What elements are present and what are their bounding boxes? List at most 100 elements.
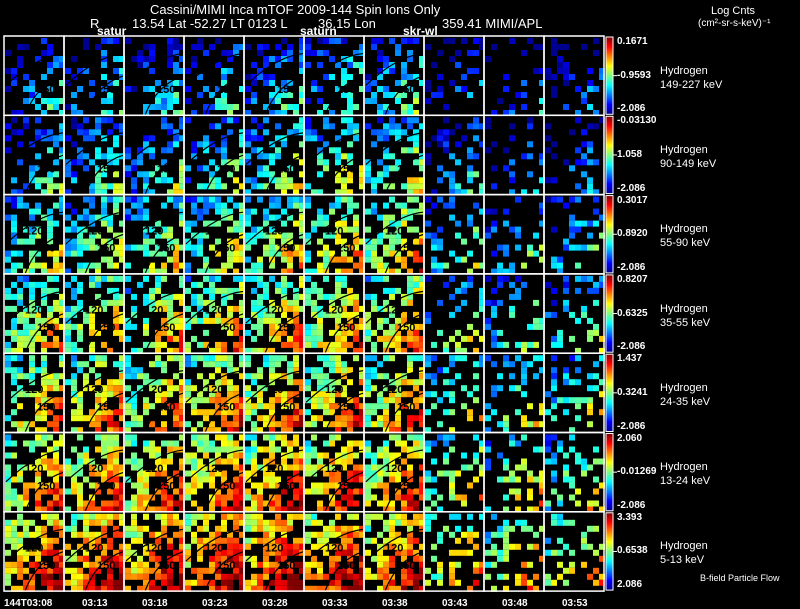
- heatmap-cell: [41, 506, 47, 513]
- heatmap-cell: [209, 196, 215, 203]
- heatmap-cell: [413, 141, 419, 148]
- heatmap-cell: [395, 165, 401, 172]
- heatmap-cell: [47, 488, 53, 495]
- heatmap-cell: [407, 250, 413, 257]
- heatmap-cell: [521, 458, 527, 465]
- heatmap-cell: [251, 513, 257, 520]
- heatmap-cell: [179, 159, 185, 166]
- heatmap-cell: [239, 579, 245, 586]
- heatmap-cell: [593, 281, 599, 288]
- heatmap-cell: [137, 537, 143, 544]
- heatmap-cell: [281, 579, 287, 586]
- heatmap-cell: [71, 488, 77, 495]
- heatmap-cell: [131, 421, 137, 428]
- heatmap-cell: [587, 385, 593, 392]
- heatmap-cell: [383, 262, 389, 269]
- heatmap-cell: [599, 458, 605, 465]
- heatmap-cell: [227, 238, 233, 245]
- heatmap-cell: [431, 256, 437, 263]
- heatmap-cell: [197, 281, 203, 288]
- heatmap-cell: [71, 141, 77, 148]
- heatmap-cell: [329, 361, 335, 368]
- heatmap-cell: [275, 329, 281, 336]
- heatmap-cell: [269, 250, 275, 257]
- heatmap-cell: [233, 427, 239, 434]
- heatmap-cell: [191, 385, 197, 392]
- heatmap-cell: [137, 147, 143, 154]
- heatmap-cell: [137, 476, 143, 483]
- heatmap-cell: [101, 440, 107, 447]
- heatmap-cell: [335, 403, 341, 410]
- contour-label-120: 120: [385, 305, 403, 317]
- heatmap-cell: [89, 311, 95, 318]
- heatmap-cell: [41, 323, 47, 330]
- heatmap-cell: [437, 494, 443, 501]
- heatmap-cell: [539, 68, 545, 74]
- heatmap-cell: [575, 347, 581, 354]
- heatmap-cell: [23, 567, 29, 574]
- heatmap-cell: [275, 579, 281, 586]
- heatmap-cell: [71, 74, 77, 80]
- heatmap-cell: [239, 44, 245, 50]
- heatmap-cell: [401, 147, 407, 154]
- heatmap-cell: [341, 335, 347, 342]
- heatmap-cell: [335, 549, 341, 556]
- heatmap-cell: [323, 104, 329, 110]
- heatmap-cell: [53, 373, 59, 380]
- heatmap-cell: [509, 110, 515, 116]
- heatmap-cell: [389, 525, 395, 532]
- heatmap-cell: [29, 171, 35, 178]
- heatmap-cell: [401, 74, 407, 80]
- heatmap-cell: [191, 202, 197, 209]
- heatmap-cell: [455, 470, 461, 477]
- heatmap-cell: [353, 50, 359, 56]
- heatmap-cell: [539, 44, 545, 50]
- heatmap-cell: [401, 262, 407, 269]
- heatmap-cell: [401, 458, 407, 465]
- heatmap-cell: [197, 250, 203, 257]
- heatmap-cell: [65, 323, 71, 330]
- heatmap-cell: [41, 440, 47, 447]
- heatmap-cell: [155, 275, 161, 282]
- heatmap-cell: [293, 183, 299, 190]
- heatmap-cell: [443, 470, 449, 477]
- heatmap-cell: [227, 367, 233, 374]
- heatmap-cell: [305, 488, 311, 495]
- heatmap-cell: [353, 244, 359, 251]
- heatmap-cell: [467, 549, 473, 556]
- heatmap-cell: [341, 421, 347, 428]
- heatmap-cell: [179, 573, 185, 580]
- heatmap-cell: [53, 482, 59, 489]
- heatmap-cell: [563, 373, 569, 380]
- heatmap-cell: [269, 56, 275, 62]
- heatmap-cell: [179, 482, 185, 489]
- heatmap-cell: [179, 262, 185, 269]
- heatmap-cell: [341, 275, 347, 282]
- heatmap-cell: [515, 275, 521, 282]
- heatmap-cell: [185, 226, 191, 233]
- heatmap-cell: [431, 500, 437, 507]
- heatmap-cell: [365, 440, 371, 447]
- heatmap-cell: [299, 129, 305, 136]
- heatmap-cell: [5, 573, 11, 580]
- heatmap-cell: [71, 531, 77, 538]
- heatmap-cell: [239, 513, 245, 520]
- heatmap-cell: [119, 238, 125, 245]
- heatmap-cell: [209, 567, 215, 574]
- heatmap-cell: [365, 464, 371, 471]
- heatmap-cell: [317, 323, 323, 330]
- heatmap-cell: [377, 50, 383, 56]
- heatmap-cell: [437, 86, 443, 92]
- heatmap-cell: [335, 555, 341, 562]
- heatmap-cell: [95, 397, 101, 404]
- heatmap-cell: [65, 567, 71, 574]
- heatmap-cell: [209, 427, 215, 434]
- colorbar-min-label: -2.086: [617, 499, 646, 511]
- heatmap-cell: [89, 135, 95, 142]
- heatmap-cell: [5, 196, 11, 203]
- heatmap-cell: [287, 165, 293, 172]
- heatmap-cell: [563, 44, 569, 50]
- heatmap-cell: [245, 506, 251, 513]
- heatmap-cell: [377, 110, 383, 116]
- heatmap-cell: [389, 117, 395, 124]
